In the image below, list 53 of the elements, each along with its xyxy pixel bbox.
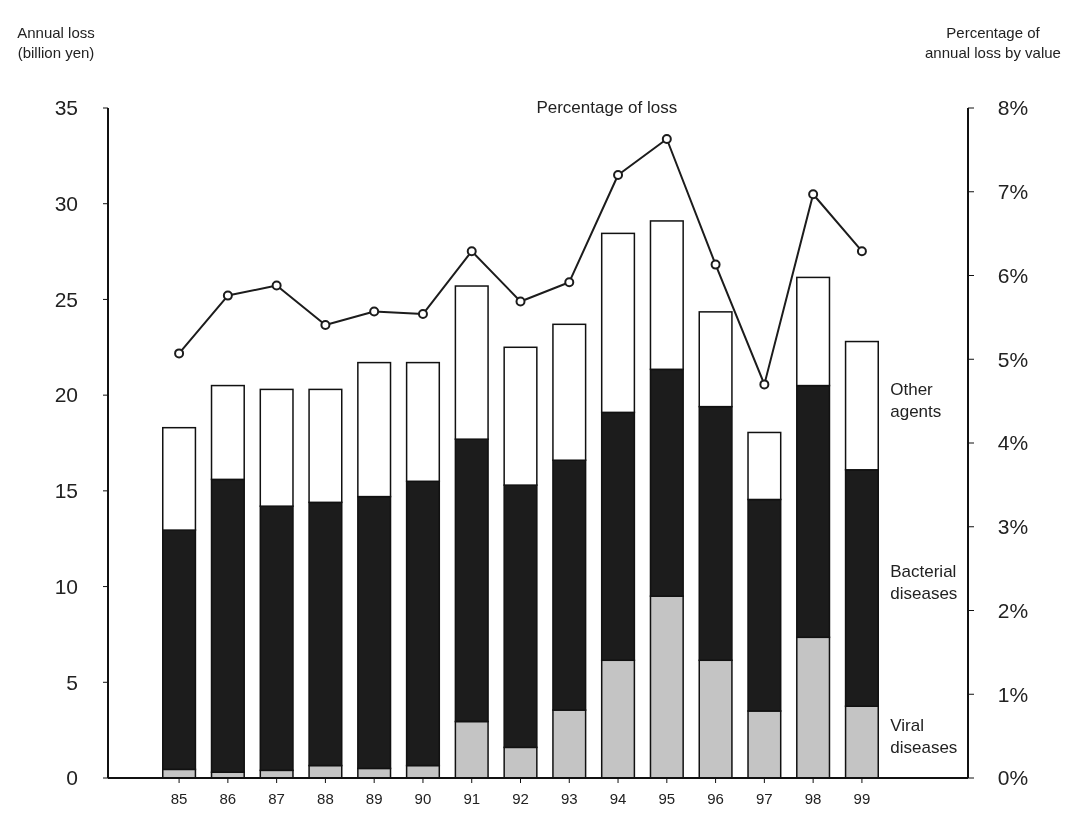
point	[174, 348, 185, 359]
series-label: Other agents	[890, 379, 942, 421]
y2-tick-label: 7%	[997, 180, 1029, 204]
series-label: Bacterial diseases	[890, 562, 958, 604]
point	[271, 280, 282, 291]
x-tick-label: 90	[414, 790, 432, 807]
y-tick-label: 5	[66, 670, 78, 694]
point	[466, 246, 477, 257]
y-tick-label: 20	[54, 383, 78, 407]
x-tick-label: 93	[560, 790, 578, 807]
y2-tick-label: 4%	[997, 431, 1029, 455]
point	[759, 379, 770, 390]
x-tick-label: 99	[853, 790, 871, 807]
x-tick-label: 94	[609, 790, 627, 807]
y2-tick-label: 8%	[997, 96, 1029, 120]
x-tick-label: 91	[463, 790, 481, 807]
x-tick-label: 97	[756, 790, 773, 807]
y2-tick-label: 2%	[997, 598, 1029, 622]
x-tick-label: 92	[512, 790, 529, 807]
y-tick-label: 30	[54, 192, 78, 216]
point	[661, 133, 672, 144]
y-tick-label: 10	[54, 574, 78, 598]
y-axis-title: Annual loss (billion yen)	[17, 24, 95, 61]
x-tick-label: 89	[365, 790, 383, 807]
point	[564, 277, 575, 288]
x-tick-label: 86	[219, 790, 237, 807]
series-label: Viral diseases	[890, 716, 958, 758]
point	[320, 319, 331, 330]
y2-tick-label: 6%	[997, 263, 1029, 287]
point	[417, 309, 428, 320]
x-tick-label: 87	[268, 790, 285, 807]
x-tick-label: 85	[170, 790, 188, 807]
y2-tick-label: 1%	[997, 682, 1029, 706]
y2-tick-label: 5%	[997, 347, 1029, 371]
x-tick-label: 88	[317, 790, 334, 807]
y2-tick-label: 3%	[997, 515, 1029, 539]
series-label: Percentage of loss	[536, 97, 678, 117]
point	[222, 290, 233, 301]
point	[515, 296, 526, 307]
x-tick-label: 95	[658, 790, 676, 807]
point	[369, 306, 380, 317]
y-tick-label: 0	[66, 766, 78, 790]
point	[613, 170, 624, 180]
x-tick-label: 98	[804, 790, 822, 807]
y-tick-label: 35	[54, 96, 78, 120]
x-tick-label: 96	[707, 790, 724, 807]
y2-tick-label: 0%	[997, 766, 1029, 790]
point	[856, 246, 867, 257]
point	[808, 189, 819, 200]
point	[710, 259, 721, 270]
y-tick-label: 25	[54, 287, 78, 311]
y-tick-label: 15	[54, 479, 78, 503]
y2-axis-title: Percentage of annual loss by value	[925, 24, 1061, 61]
